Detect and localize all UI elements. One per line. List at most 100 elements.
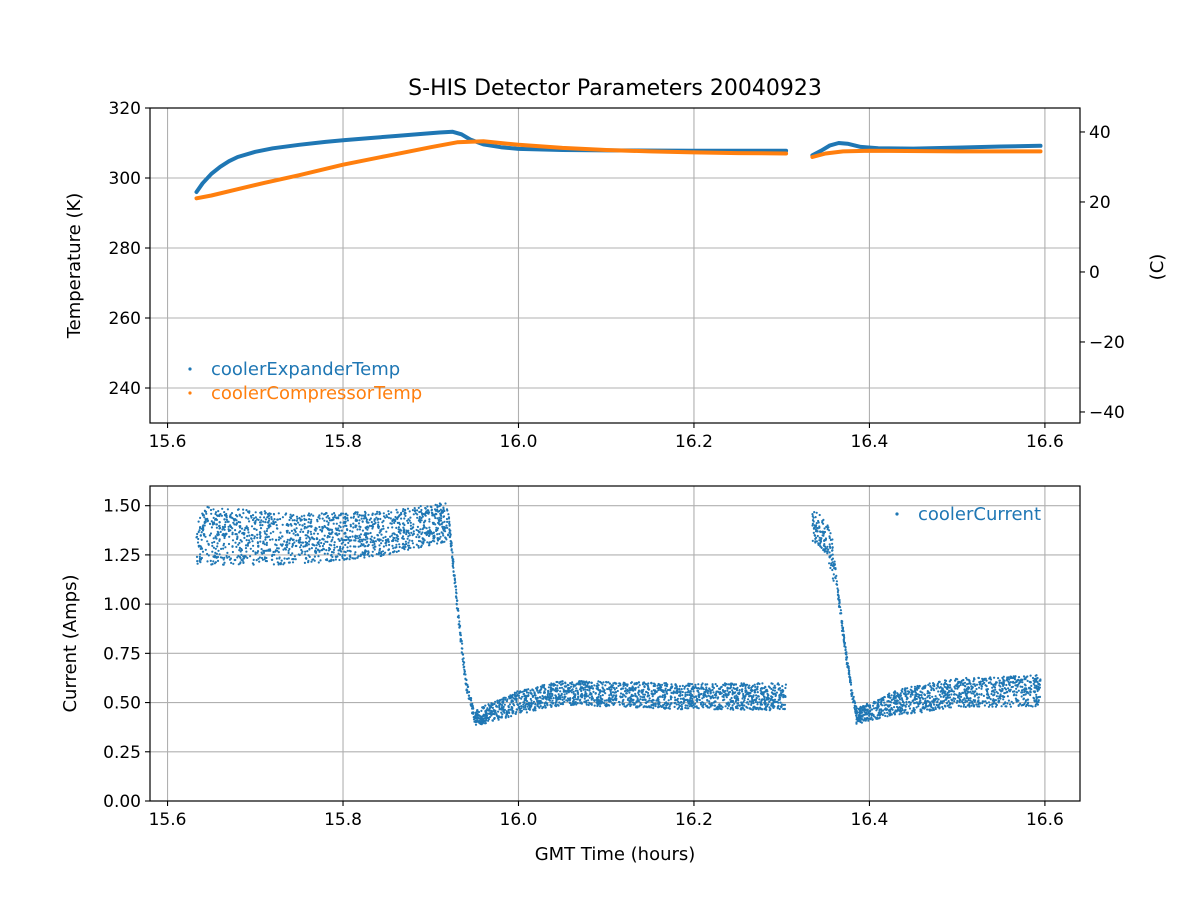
data-point <box>855 707 859 710</box>
data-point <box>547 698 551 701</box>
data-point <box>724 689 727 693</box>
data-point <box>302 530 305 534</box>
data-point <box>344 524 347 527</box>
data-point <box>624 705 627 708</box>
data-point <box>287 561 291 564</box>
data-point <box>256 551 259 554</box>
data-point <box>616 689 619 693</box>
data-point <box>874 701 877 704</box>
data-point <box>595 698 598 701</box>
data-point <box>447 534 450 537</box>
data-point <box>275 544 278 547</box>
data-point <box>782 703 785 707</box>
data-point <box>750 702 753 705</box>
data-point <box>455 603 458 606</box>
data-point <box>213 556 217 559</box>
data-point <box>682 702 685 705</box>
data-point <box>755 706 758 710</box>
data-point <box>461 652 464 655</box>
data-point <box>558 695 561 698</box>
data-point <box>970 692 973 695</box>
data-point <box>427 509 430 512</box>
data-point <box>243 536 246 540</box>
data-point <box>272 550 275 554</box>
data-point <box>476 719 479 722</box>
data-point <box>206 552 209 556</box>
data-point <box>382 553 385 556</box>
data-point <box>326 534 330 538</box>
data-point <box>281 523 284 526</box>
data-point <box>929 708 932 711</box>
data-point <box>716 707 719 710</box>
y-tick-label: 1.00 <box>103 595 141 615</box>
data-point <box>275 539 278 542</box>
data-point <box>350 516 353 519</box>
data-point <box>624 689 627 692</box>
data-point <box>289 513 292 516</box>
data-point <box>924 697 927 700</box>
data-point <box>338 524 341 527</box>
data-point <box>396 521 399 525</box>
data-point <box>819 530 822 534</box>
data-point <box>449 532 452 535</box>
data-point <box>517 706 520 709</box>
data-point <box>242 511 245 515</box>
data-point <box>571 703 574 706</box>
data-point <box>401 546 404 550</box>
data-point <box>964 699 967 702</box>
data-point <box>622 685 625 688</box>
data-point <box>352 522 355 525</box>
data-point <box>719 691 722 694</box>
data-point <box>428 534 431 537</box>
data-point <box>1007 689 1011 692</box>
data-point <box>578 681 581 684</box>
data-point <box>831 546 834 549</box>
data-point <box>259 535 262 538</box>
data-point <box>822 534 825 537</box>
data-point <box>228 558 232 561</box>
data-point <box>494 711 497 714</box>
data-point <box>313 555 316 558</box>
data-point <box>902 692 906 695</box>
data-point <box>661 683 664 686</box>
data-point <box>373 548 376 551</box>
x-tick-label: 15.8 <box>324 810 362 830</box>
data-point <box>246 543 249 546</box>
data-point <box>621 700 624 703</box>
data-point <box>896 693 900 696</box>
data-point <box>316 537 319 541</box>
data-point <box>195 536 198 539</box>
data-point <box>395 550 398 554</box>
data-point <box>387 548 390 552</box>
data-point <box>1029 674 1032 677</box>
data-point <box>720 705 723 708</box>
data-point <box>997 697 1000 700</box>
data-point <box>260 511 263 514</box>
data-point <box>962 679 965 682</box>
data-point <box>268 512 271 515</box>
data-point <box>1016 685 1019 688</box>
data-point <box>1003 692 1006 695</box>
data-point <box>734 687 738 691</box>
data-point <box>443 540 446 543</box>
data-point <box>698 698 701 702</box>
data-point <box>441 521 444 524</box>
data-point <box>882 698 885 701</box>
x-tick-label: 15.6 <box>149 432 187 452</box>
data-point <box>754 685 757 689</box>
data-point <box>347 538 350 541</box>
data-point <box>707 694 710 697</box>
data-point <box>836 590 840 594</box>
data-point <box>339 553 342 556</box>
data-point <box>408 510 411 513</box>
data-point <box>968 686 971 689</box>
data-point <box>215 552 218 555</box>
data-point <box>637 693 641 696</box>
data-point <box>565 699 568 702</box>
data-point <box>648 699 651 702</box>
data-point <box>619 692 623 695</box>
data-point <box>498 699 502 702</box>
data-point <box>684 704 687 707</box>
data-point <box>946 687 949 691</box>
data-point <box>700 687 703 690</box>
